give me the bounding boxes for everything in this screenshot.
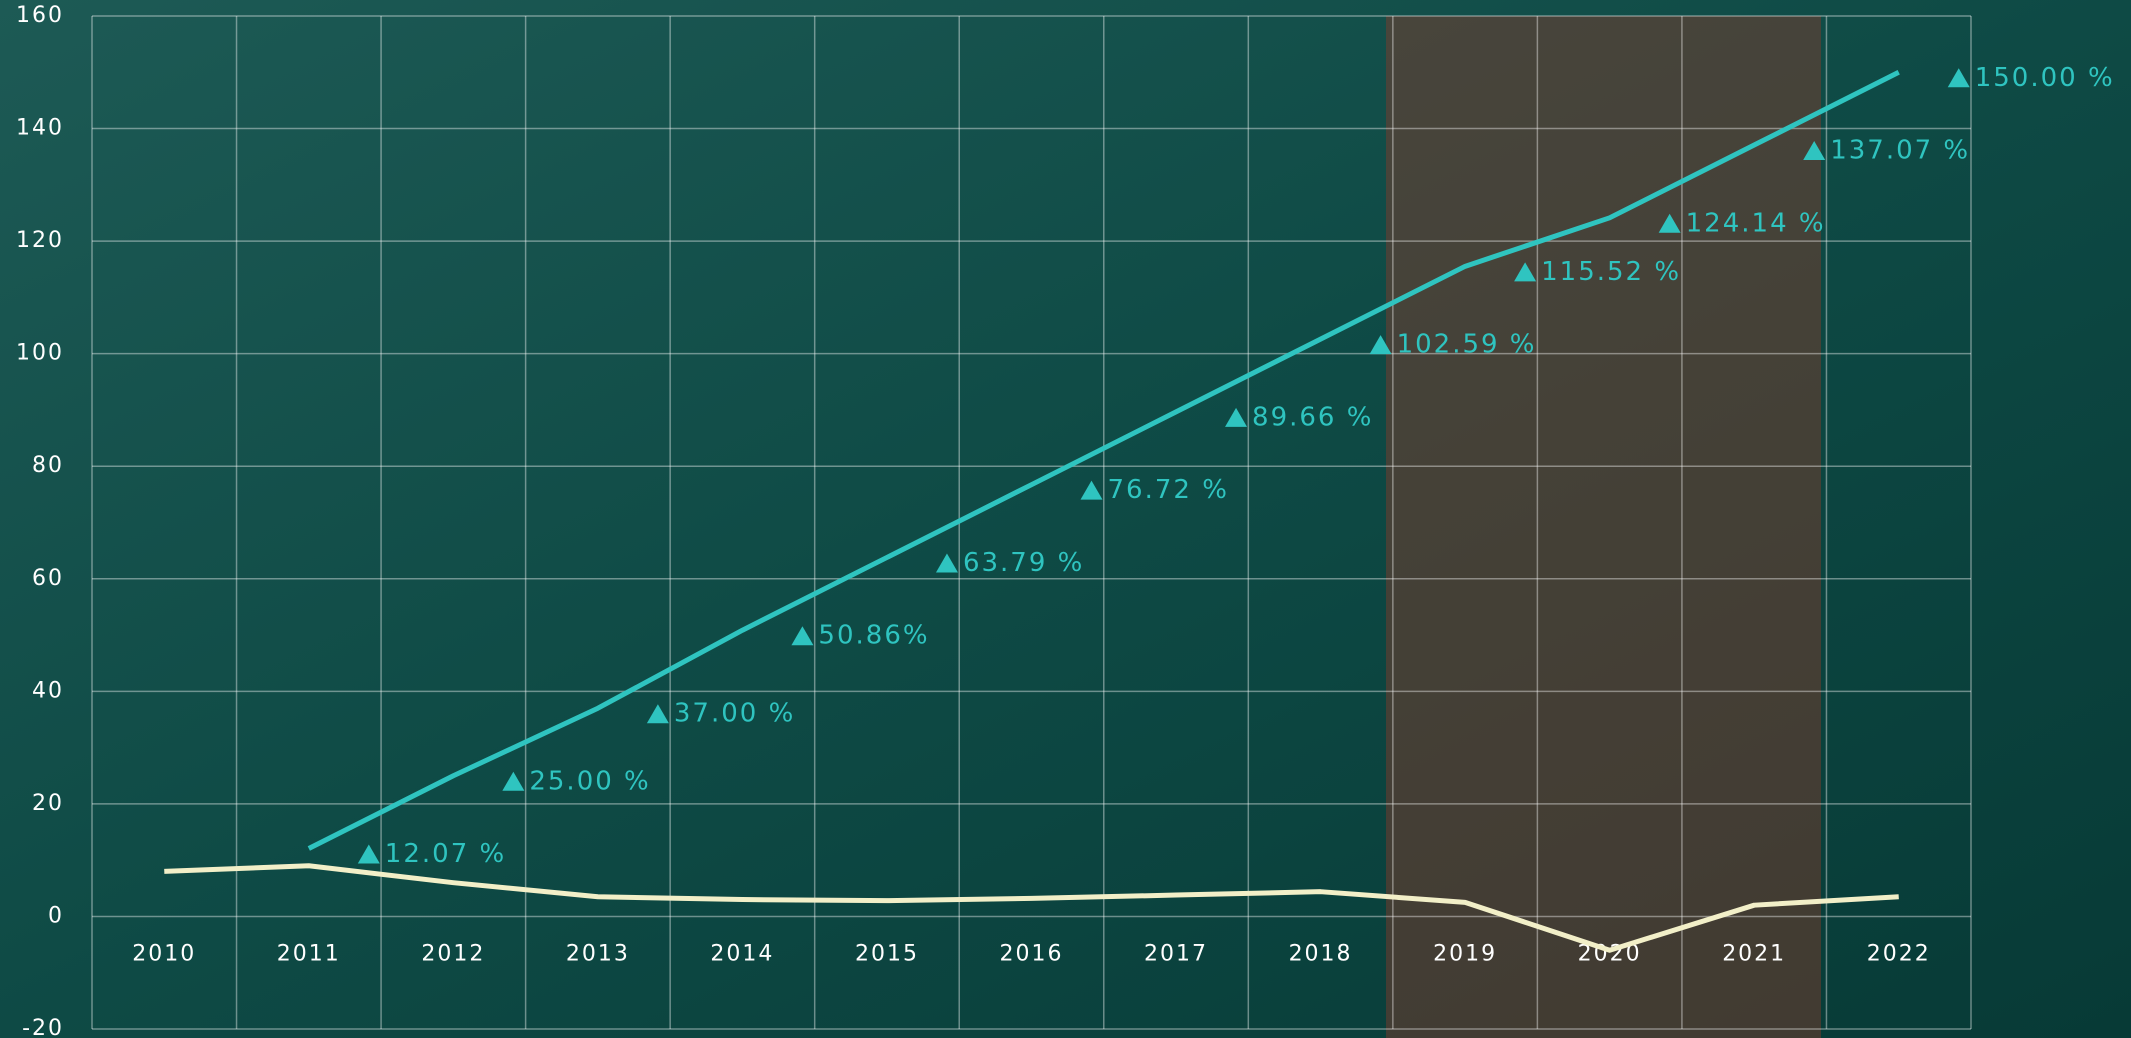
x-tick-label: 2015 <box>855 941 919 966</box>
data-label: 25.00 % <box>529 766 650 796</box>
data-label: 50.86% <box>818 621 929 651</box>
data-label: 12.07 % <box>385 839 506 869</box>
x-tick-label: 2019 <box>1433 941 1497 966</box>
x-tick-label: 2014 <box>710 941 774 966</box>
data-label: 89.66 % <box>1252 402 1373 432</box>
label-triangle <box>1080 480 1103 500</box>
label-triangle <box>791 626 814 646</box>
y-tick-label: 0 <box>48 903 64 928</box>
line-series <box>164 863 1899 953</box>
y-tick-label: 120 <box>16 228 64 253</box>
label-triangle <box>1658 213 1681 233</box>
label-triangle <box>502 771 525 791</box>
data-label: 150.00 % <box>1975 63 2115 93</box>
data-label: 124.14 % <box>1686 208 1826 238</box>
x-tick-label: 2011 <box>277 941 341 966</box>
y-tick-label: 160 <box>16 3 64 28</box>
x-tick-label: 2021 <box>1722 941 1786 966</box>
label-triangle <box>1369 335 1392 355</box>
x-tick-label: 2017 <box>1144 941 1208 966</box>
highlight-band <box>1386 16 1821 1038</box>
line-series <box>307 70 1900 851</box>
x-tick-label: 2010 <box>132 941 196 966</box>
x-tick-label: 2012 <box>421 941 485 966</box>
label-triangle <box>1225 407 1248 427</box>
x-tick-label: 2018 <box>1289 941 1353 966</box>
label-triangle <box>1947 68 1970 88</box>
label-triangle <box>357 844 380 864</box>
data-label: 37.00 % <box>674 699 795 729</box>
label-triangle <box>1803 141 1826 161</box>
y-tick-label: 60 <box>32 566 64 591</box>
x-tick-label: 2022 <box>1867 941 1931 966</box>
label-triangle <box>646 704 669 724</box>
data-label: 102.59 % <box>1397 330 1537 360</box>
data-label: 76.72 % <box>1108 475 1229 505</box>
y-tick-label: 100 <box>16 341 64 366</box>
y-tick-label: 40 <box>32 678 64 703</box>
label-triangle <box>935 553 958 573</box>
data-label: 115.52 % <box>1541 257 1681 287</box>
x-tick-label: 2016 <box>1000 941 1064 966</box>
y-tick-label: -20 <box>22 1016 64 1038</box>
y-tick-label: 80 <box>32 453 64 478</box>
label-triangle <box>1514 262 1537 282</box>
data-label: 63.79 % <box>963 548 1084 578</box>
y-tick-label: 140 <box>16 116 64 141</box>
y-tick-label: 20 <box>32 791 64 816</box>
x-tick-label: 2013 <box>566 941 630 966</box>
data-label: 137.07 % <box>1830 136 1970 166</box>
